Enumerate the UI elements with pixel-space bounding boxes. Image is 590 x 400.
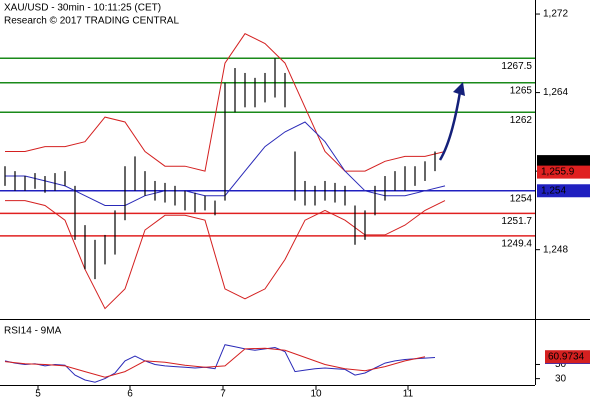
rsi-rsi: [4, 344, 436, 383]
level-label: 1267.5: [501, 61, 532, 72]
band-lower: [5, 200, 446, 310]
chart-subtitle: Research © 2017 TRADING CENTRAL: [4, 16, 179, 27]
x-tick-label: 10: [310, 389, 322, 400]
price-label: 1,255.9: [541, 167, 575, 178]
price-label-box: [537, 184, 590, 198]
y-tick-label: 50: [555, 359, 567, 370]
band-upper: [5, 33, 446, 172]
price-label: 1,254: [541, 185, 566, 196]
level-label: 1265: [510, 85, 533, 96]
y-tick-label: 1,264: [543, 87, 568, 98]
y-tick-label: 1,272: [543, 9, 568, 20]
rsi-label-box: [545, 350, 590, 364]
x-tick-label: 7: [220, 389, 226, 400]
x-tick-label: 6: [127, 389, 133, 400]
rsi-ma: [4, 347, 426, 378]
price-label: 1,256.97: [541, 156, 580, 167]
price-panel: 1,2481,2561,2641,27256710111267.51265126…: [0, 9, 590, 400]
level-label: 1251.7: [501, 216, 532, 227]
price-label-box: [537, 155, 590, 169]
y-tick-label: 1,248: [543, 244, 568, 255]
y-tick-label: 30: [555, 373, 567, 384]
rsi-panel: 305059.890660.9734: [4, 344, 590, 384]
price-label-box: [537, 165, 590, 179]
level-label: 1262: [510, 115, 533, 126]
x-tick-label: 11: [403, 389, 414, 400]
level-label: 1249.4: [501, 239, 532, 250]
forecast-arrowhead: [453, 82, 465, 96]
forecast-arrow: [438, 91, 462, 161]
chart-title: XAU/USD - 30min - 10:11:25 (CET): [4, 3, 161, 14]
rsi-title: RSI14 - 9MA: [4, 326, 62, 337]
level-label: 1254: [510, 193, 533, 204]
x-tick-label: 5: [35, 389, 41, 400]
rsi-label: 60.9734: [548, 351, 585, 362]
